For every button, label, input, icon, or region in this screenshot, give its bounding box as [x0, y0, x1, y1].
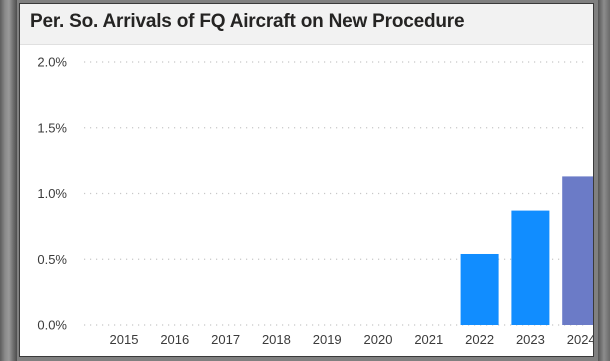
x-tick-label: 2016 — [160, 332, 189, 347]
x-tick-label: 2024 — [567, 332, 593, 347]
y-tick-label: 0.5% — [37, 252, 67, 267]
bar-chart: 0.0%0.5%1.0%1.5%2.0% 2015 2016 2017 2018 201… — [37, 55, 593, 347]
x-tick-label: 2018 — [262, 332, 291, 347]
y-tick-label: 0.0% — [37, 318, 67, 333]
x-tick-label: 2021 — [414, 332, 443, 347]
x-tick-label: 2017 — [211, 332, 240, 347]
bar-2024[interactable] — [562, 176, 593, 325]
y-axis-ticks: 0.0% 0.5% 1.0% 1.5% 2.0% — [37, 55, 67, 333]
x-tick-label: 2019 — [313, 332, 342, 347]
y-tick-label: 1.0% — [37, 186, 67, 201]
chart-panel[interactable]: Per. So. Arrivals of FQ Aircraft on New … — [19, 3, 594, 357]
y-tick-label: 1.5% — [37, 120, 67, 135]
x-tick-label: 2015 — [110, 332, 139, 347]
x-tick-label: 2022 — [465, 332, 494, 347]
bar-2022[interactable] — [460, 253, 499, 325]
left-edge-decoration — [0, 0, 17, 361]
right-edge-decoration — [598, 0, 610, 361]
bar-2023[interactable] — [511, 210, 550, 325]
gridlines — [84, 61, 585, 326]
bars — [460, 176, 593, 325]
x-axis-ticks: 2015 2016 2017 2018 2019 2020 2021 2022 2023 2024 — [110, 332, 593, 347]
x-tick-label: 2020 — [364, 332, 393, 347]
x-tick-label: 2023 — [516, 332, 545, 347]
chart-title: Per. So. Arrivals of FQ Aircraft on New … — [30, 11, 465, 32]
y-tick-label: 2.0% — [37, 55, 67, 70]
chart-title-bar: Per. So. Arrivals of FQ Aircraft on New … — [20, 4, 593, 45]
